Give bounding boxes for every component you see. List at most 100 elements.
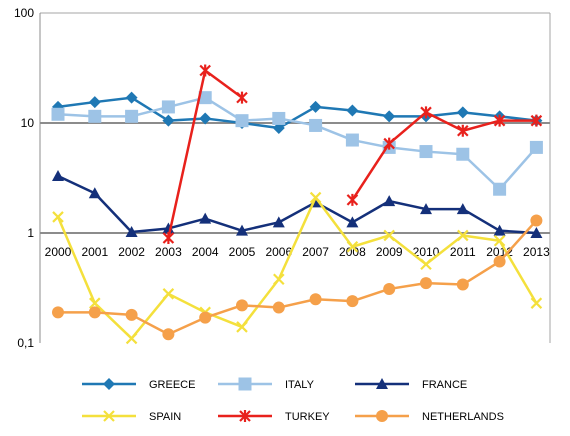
data-point-turkey — [236, 91, 248, 104]
data-point-italy — [345, 133, 359, 147]
x-tick-label: 2006 — [265, 245, 292, 259]
data-point-turkey — [162, 232, 175, 245]
legend-item-france: FRANCE — [355, 378, 467, 391]
data-point-turkey — [530, 114, 543, 127]
data-point-italy — [419, 145, 433, 159]
data-point-france — [346, 216, 359, 228]
series-spain — [52, 191, 543, 345]
data-point-netherlands — [272, 301, 285, 314]
data-point-netherlands — [383, 282, 396, 295]
x-tick-label: 2002 — [118, 245, 145, 259]
data-point-turkey — [199, 64, 211, 77]
legend-item-spain: SPAIN — [82, 410, 181, 423]
data-point-france — [88, 187, 101, 199]
data-point-netherlands — [309, 293, 322, 306]
data-point-france — [125, 226, 138, 238]
x-tick-label: 2003 — [155, 245, 182, 259]
x-tick-label: 2007 — [302, 245, 329, 259]
data-point-greece — [346, 104, 359, 117]
data-point-spain — [530, 297, 543, 309]
data-point-turkey — [346, 193, 359, 206]
data-point-netherlands — [420, 277, 432, 290]
data-point-spain — [309, 191, 322, 204]
data-point-netherlands — [530, 214, 543, 227]
data-point-france — [199, 212, 212, 224]
data-point-france — [383, 195, 396, 207]
legend-label: GREECE — [149, 379, 195, 391]
data-point-spain — [273, 273, 285, 286]
legend-item-turkey: TURKEY — [218, 410, 330, 423]
data-point-spain — [346, 240, 359, 253]
legend-item-netherlands: NETHERLANDS — [355, 410, 504, 423]
data-point-turkey — [420, 106, 432, 119]
data-point-greece — [88, 96, 101, 109]
data-point-netherlands — [52, 306, 64, 319]
legend-item-italy: ITALY — [218, 377, 315, 391]
y-tick-label: 0,1 — [17, 336, 34, 350]
series-line-greece — [57, 96, 537, 130]
gridlines — [40, 12, 551, 343]
data-point-greece — [309, 100, 322, 113]
series-line-spain — [56, 196, 538, 340]
x-tick-label: 2011 — [450, 245, 476, 259]
data-point-france — [493, 224, 506, 236]
legend-label: TURKEY — [285, 411, 330, 423]
y-tick-label: 10 — [21, 116, 35, 130]
data-point-greece — [162, 114, 175, 127]
x-tick-label: 2010 — [413, 245, 440, 259]
y-tick-label: 100 — [14, 6, 34, 20]
data-point-netherlands — [493, 255, 506, 268]
data-point-greece — [199, 112, 212, 125]
data-point-france — [456, 203, 469, 215]
x-tick-label: 2000 — [45, 245, 72, 259]
data-point-spain — [457, 229, 469, 242]
x-tick-label: 2009 — [376, 245, 403, 259]
y-tick-label: 1 — [27, 226, 34, 240]
legend: GREECE ITALY FRANCE SPAIN TURKEY NETHERLANDS — [82, 377, 504, 423]
data-point-italy — [456, 147, 470, 161]
series-line-france — [57, 174, 537, 235]
data-point-netherlands — [162, 328, 175, 341]
legend-label: FRANCE — [422, 379, 467, 391]
data-point-spain — [420, 258, 432, 271]
legend-label: ITALY — [285, 379, 315, 391]
data-point-netherlands — [199, 311, 212, 324]
legend-label: NETHERLANDS — [422, 411, 504, 423]
data-point-italy — [272, 111, 286, 125]
data-point-italy — [493, 182, 507, 196]
x-tick-label: 2004 — [192, 245, 219, 259]
legend-label: SPAIN — [149, 411, 181, 423]
x-axis-labels: 2000 2001 2002 2003 2004 2005 2006 2007 2008 2009… — [45, 245, 550, 259]
legend-marker — [238, 377, 252, 391]
x-tick-label: 2008 — [339, 245, 366, 259]
data-point-turkey — [493, 114, 506, 127]
data-point-spain — [162, 288, 175, 300]
data-point-turkey — [457, 124, 469, 137]
series-line-netherlands — [58, 219, 538, 336]
series-netherlands — [52, 214, 543, 341]
data-point-netherlands — [88, 306, 101, 319]
data-point-france — [236, 224, 248, 236]
data-point-greece — [125, 91, 138, 104]
data-point-netherlands — [125, 308, 138, 321]
data-point-italy — [198, 91, 212, 105]
data-point-spain — [493, 234, 506, 247]
data-point-greece — [272, 122, 285, 135]
data-point-france — [420, 203, 432, 215]
legend-item-greece: GREECE — [82, 378, 195, 391]
legend-marker — [103, 410, 115, 422]
data-point-france — [530, 227, 543, 238]
data-point-france — [162, 222, 175, 234]
data-point-spain — [52, 211, 64, 223]
data-point-turkey — [383, 137, 395, 150]
series-line-turkey — [351, 111, 537, 201]
data-point-spain — [89, 297, 101, 309]
series-lines — [51, 64, 543, 345]
data-point-italy — [125, 109, 139, 123]
data-point-netherlands — [456, 278, 469, 291]
x-tick-label: 2005 — [229, 245, 256, 259]
data-point-france — [52, 169, 64, 181]
data-point-spain — [125, 332, 138, 345]
legend-marker — [239, 410, 251, 422]
